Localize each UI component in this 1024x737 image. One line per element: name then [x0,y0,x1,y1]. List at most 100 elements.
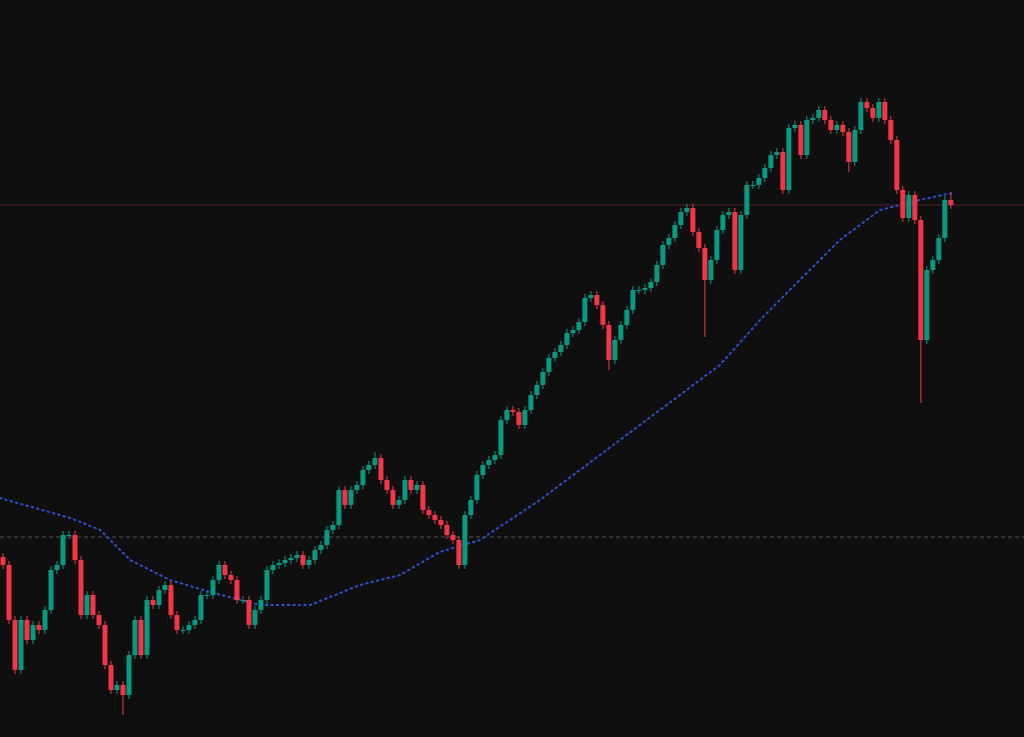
candle-body [294,555,300,558]
candle-body [588,295,594,298]
candle-body [816,110,822,118]
candle-body [36,625,42,630]
candle-body [42,610,48,630]
candle-body [804,120,810,155]
candle-body [630,290,636,310]
candle-body [576,322,582,330]
candle-body [330,525,336,530]
candle-body [594,295,600,305]
candle-body [486,460,492,465]
candle-body [438,520,444,525]
candle-body [174,615,180,630]
candle-body [660,245,666,265]
candle-body [210,580,216,595]
candle-body [354,485,360,490]
candle-body [90,595,96,615]
candle-body [462,515,468,565]
candle-body [522,410,528,425]
candle-body [258,600,264,610]
candle-body [162,585,168,590]
candle-body [198,595,204,620]
candle-body [504,410,510,420]
candle-body [774,152,780,155]
candle-body [318,545,324,550]
candle-body [540,372,546,385]
candle-body [936,238,942,260]
candle-body [72,535,78,560]
candle-body [810,118,816,120]
candle-body [54,565,60,570]
candle-body [528,395,534,410]
candle-body [510,410,516,412]
candle-body [888,120,894,140]
candle-body [366,465,372,470]
candle-body [234,580,240,600]
candle-body [558,345,564,352]
candle-body [750,185,756,186]
candle-body [714,230,720,260]
candle-body [222,565,228,575]
candle-body [744,185,750,215]
candle-body [642,288,648,290]
candle-body [420,485,426,510]
candle-body [762,168,768,178]
candle-body [942,200,948,238]
candle-body [450,535,456,540]
candle-body [534,385,540,395]
candle-body [24,620,30,640]
candle-body [282,560,288,563]
candle-body [468,500,474,515]
candle-body [834,125,840,130]
candle-body [654,265,660,282]
candle-body [372,458,378,465]
candle-body [216,565,222,580]
candle-body [792,125,798,128]
candle-body [570,330,576,333]
candle-body [918,220,924,340]
candle-body [636,290,642,291]
candle-body [270,565,276,570]
candle-body [624,310,630,325]
candle-body [312,550,318,560]
candle-body [768,155,774,168]
candle-body [108,665,114,690]
candle-body [900,190,906,218]
candle-body [648,282,654,288]
candle-body [786,128,792,190]
candle-body [408,480,414,490]
candle-body [150,600,156,605]
candle-body [552,352,558,358]
candle-body [240,600,246,601]
candle-body [846,132,852,162]
candle-body [186,625,192,630]
candle-body [546,358,552,372]
candle-body [48,570,54,610]
candle-body [414,485,420,490]
candle-body [726,212,732,215]
candle-body [390,490,396,505]
candle-body [192,620,198,625]
candle-body [924,270,930,340]
candle-body [288,558,294,560]
candle-body [798,125,804,155]
candle-body [12,620,18,670]
candle-body [720,215,726,230]
candle-body [492,455,498,460]
candle-body [84,595,90,615]
candle-body [342,490,348,505]
candle-body [0,557,6,565]
candle-body [618,325,624,340]
candle-body [276,563,282,565]
candle-body [300,555,306,565]
candle-body [516,412,522,425]
candle-body [858,102,864,130]
candle-body [756,178,762,185]
candle-body [60,535,66,565]
candle-body [678,212,684,225]
candle-body [432,515,438,520]
candle-body [906,195,912,218]
candle-body [6,565,12,620]
candle-body [894,140,900,190]
candle-body [480,465,486,475]
